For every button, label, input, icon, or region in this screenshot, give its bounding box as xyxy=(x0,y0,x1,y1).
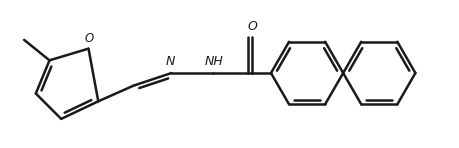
Text: O: O xyxy=(84,32,94,45)
Text: NH: NH xyxy=(205,55,223,68)
Text: N: N xyxy=(165,55,175,68)
Text: O: O xyxy=(247,20,257,33)
